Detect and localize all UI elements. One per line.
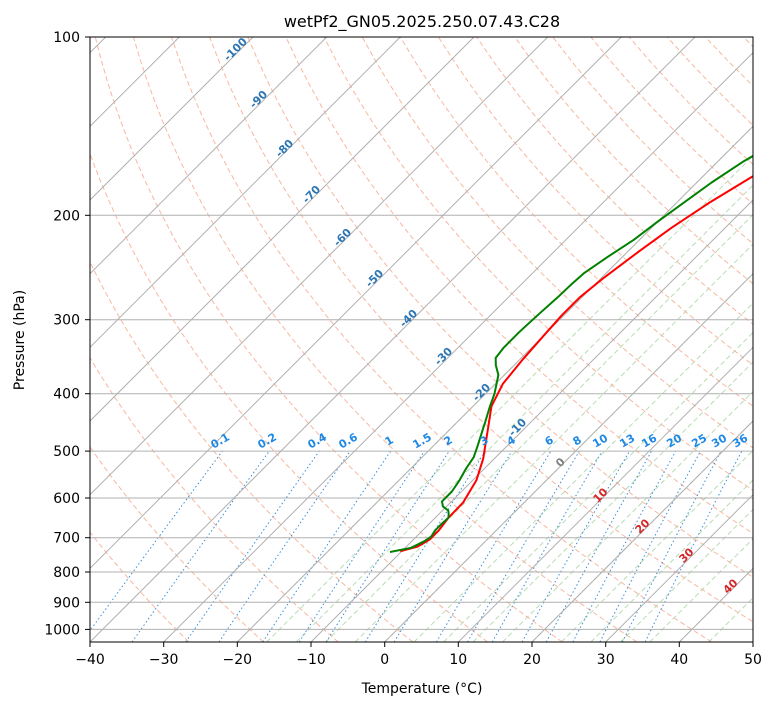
- isotherm-line: [90, 37, 622, 570]
- moist-adiabat-line: [620, 508, 753, 642]
- dry-adiabat-line: [514, 37, 753, 285]
- isotherm-line: [310, 199, 753, 642]
- moist-adiabat-line: [649, 538, 753, 642]
- dry-adiabat-line: [171, 37, 712, 642]
- x-tick-label: 0: [380, 652, 389, 668]
- y-tick-label: 1000: [44, 622, 80, 638]
- moist-adiabat-line: [708, 597, 753, 642]
- y-tick-label: 900: [53, 595, 80, 611]
- x-tick-label: −20: [223, 652, 253, 668]
- dry-adiabat-line: [90, 356, 339, 642]
- y-tick-label: 100: [53, 30, 80, 46]
- background-lines: [90, 37, 753, 642]
- y-tick-label: 300: [53, 313, 80, 329]
- x-tick-label: 20: [523, 652, 541, 668]
- y-tick-label: 200: [53, 208, 80, 224]
- dry-adiabat-line: [285, 37, 753, 535]
- x-axis-label: Temperature (°C): [361, 681, 483, 697]
- x-tick-label: −40: [75, 652, 105, 668]
- moist-adiabat-line: [443, 331, 753, 642]
- y-tick-label: 600: [53, 491, 80, 507]
- dry-adiabat-line: [437, 37, 753, 366]
- dry-adiabat-line: [90, 446, 264, 642]
- x-tick-label: −10: [296, 652, 326, 668]
- x-tick-label: 30: [597, 652, 615, 668]
- dry-adiabat-line: [361, 37, 753, 449]
- isotherm-line: [90, 37, 401, 349]
- x-tick-label: 10: [449, 652, 467, 668]
- isotherm-line: [90, 37, 254, 201]
- moist-adiabat-line: [354, 243, 753, 642]
- isotherm-line: [90, 37, 549, 496]
- dry-adiabat-line: [132, 37, 638, 642]
- isotherm-line: [90, 37, 696, 642]
- chart-title: wetPf2_GN05.2025.250.07.43.C28: [284, 12, 560, 32]
- isotherm-line: [605, 493, 753, 642]
- moist-adiabat-line: [266, 155, 753, 642]
- isotherm-line: [457, 346, 753, 642]
- series-layer: [389, 154, 753, 553]
- y-tick-label: 700: [53, 531, 80, 547]
- isotherm-line: [384, 272, 753, 642]
- moist-adiabat-line: [561, 449, 753, 642]
- y-tick-label: 800: [53, 565, 80, 581]
- isotherm-line: [90, 37, 475, 422]
- axis-ticks: −40 −30 −20 −10 0 10 20 30 40 50 1000 900 800 700 600 5…: [44, 30, 762, 668]
- isotherm-line: [163, 51, 753, 642]
- dry-adiabat-line: [90, 531, 190, 642]
- temperature-line: [399, 175, 753, 553]
- dry-adiabat-line: [247, 37, 753, 578]
- x-tick-label: 40: [670, 652, 688, 668]
- moist-adiabat-line: [413, 302, 753, 642]
- dewpoint-line: [389, 154, 753, 553]
- plot-frame: [89, 36, 754, 643]
- dry-adiabat-line: [323, 37, 753, 491]
- moist-adiabat-line: [472, 361, 753, 642]
- isotherm-line: [531, 420, 753, 642]
- dry-adiabat-line: [209, 37, 753, 623]
- y-tick-label: 500: [53, 444, 80, 460]
- dry-adiabat-line: [90, 152, 488, 642]
- y-tick-label: 400: [53, 387, 80, 403]
- moist-adiabat-line: [295, 184, 753, 642]
- isotherm-line: [90, 37, 328, 275]
- moist-adiabat-line: [590, 479, 753, 642]
- x-tick-label: −30: [149, 652, 179, 668]
- dry-adiabat-line: [94, 37, 563, 642]
- moist-adiabat-line: [325, 213, 753, 642]
- moist-adiabat-line: [502, 390, 753, 642]
- y-axis-label: Pressure (hPa): [12, 290, 28, 390]
- x-tick-label: 50: [744, 652, 762, 668]
